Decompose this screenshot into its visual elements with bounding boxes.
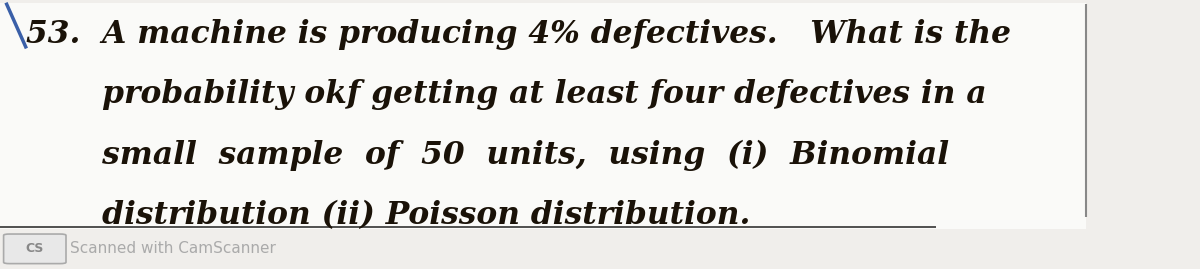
Text: probability okf getting at least four defectives in a: probability okf getting at least four de… <box>26 79 988 110</box>
Text: 53.  A machine is producing 4% defectives.   What is the: 53. A machine is producing 4% defectives… <box>26 19 1012 50</box>
Text: small  sample  of  50  units,  using  (i)  Binomial: small sample of 50 units, using (i) Bino… <box>26 140 949 171</box>
Text: Scanned with CamScanner: Scanned with CamScanner <box>70 241 276 256</box>
FancyBboxPatch shape <box>0 3 1086 229</box>
Text: distribution (ii) Poisson distribution.: distribution (ii) Poisson distribution. <box>26 200 751 231</box>
Text: CS: CS <box>25 242 44 255</box>
FancyBboxPatch shape <box>4 234 66 264</box>
